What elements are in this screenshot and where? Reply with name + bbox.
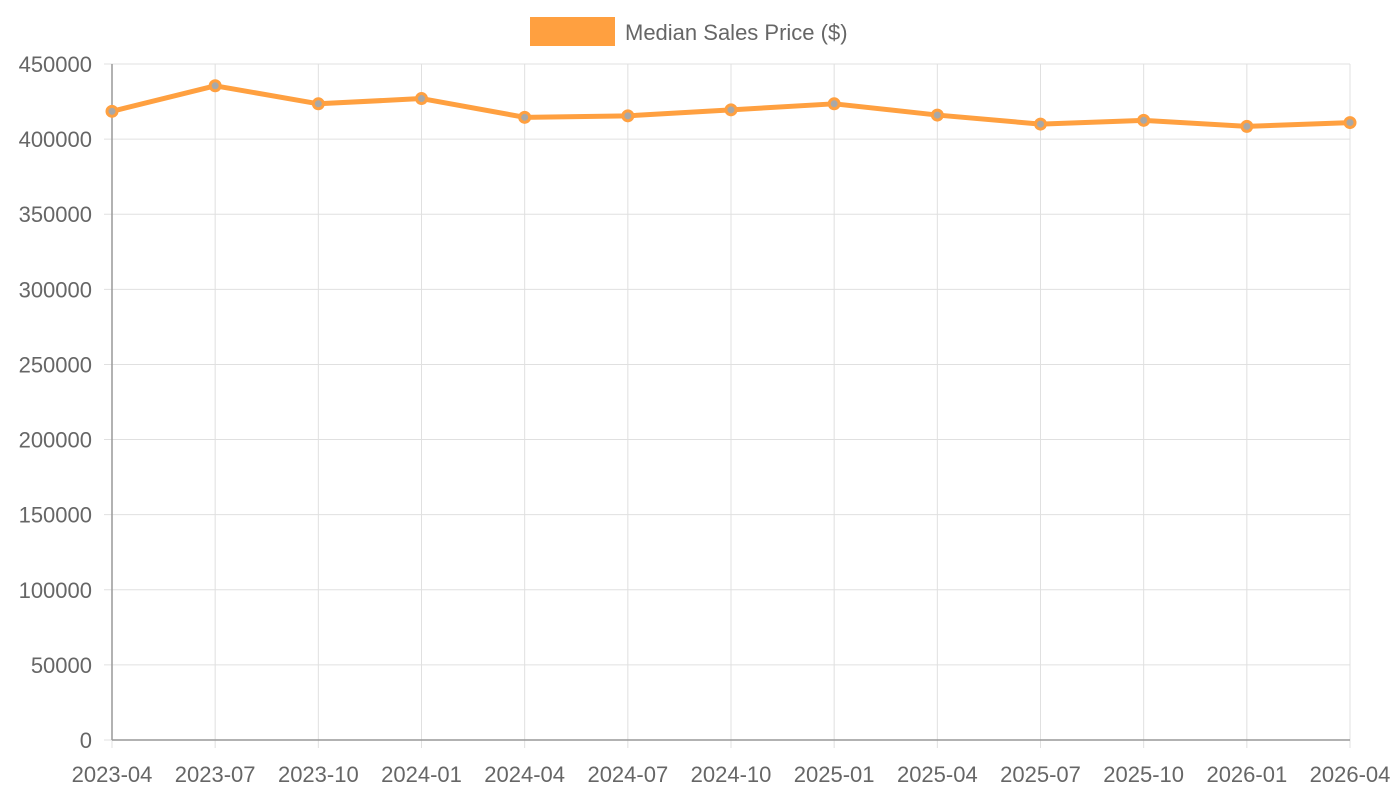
- y-tick-label: 400000: [19, 127, 92, 152]
- x-tick-label: 2023-04: [72, 762, 153, 787]
- y-tick-label: 350000: [19, 202, 92, 227]
- axes: [111, 64, 1350, 741]
- x-tick-label: 2023-07: [175, 762, 256, 787]
- y-tick-label: 50000: [31, 653, 92, 678]
- data-point[interactable]: [621, 109, 635, 123]
- y-tick-label: 200000: [19, 428, 92, 453]
- data-point[interactable]: [930, 108, 944, 122]
- data-point[interactable]: [1137, 113, 1151, 127]
- data-point[interactable]: [105, 104, 119, 118]
- grid: [104, 63, 1351, 748]
- series: [105, 79, 1357, 133]
- x-tick-label: 2025-07: [1000, 762, 1081, 787]
- legend-swatch: [530, 17, 615, 46]
- legend-label: Median Sales Price ($): [625, 20, 848, 45]
- data-point[interactable]: [208, 79, 222, 93]
- data-point[interactable]: [1343, 116, 1357, 130]
- x-tick-label: 2025-04: [897, 762, 978, 787]
- y-tick-label: 150000: [19, 503, 92, 528]
- y-tick-label: 300000: [19, 277, 92, 302]
- x-tick-label: 2024-10: [691, 762, 772, 787]
- data-point[interactable]: [518, 110, 532, 124]
- y-tick-label: 0: [80, 728, 92, 753]
- y-tick-label: 250000: [19, 352, 92, 377]
- data-point[interactable]: [1240, 119, 1254, 133]
- x-tick-label: 2025-01: [794, 762, 875, 787]
- data-point[interactable]: [415, 92, 428, 106]
- x-tick-label: 2026-01: [1206, 762, 1287, 787]
- data-point[interactable]: [724, 103, 738, 117]
- legend: Median Sales Price ($): [530, 17, 848, 46]
- data-point[interactable]: [827, 97, 841, 111]
- x-tick-label: 2024-01: [381, 762, 462, 787]
- y-tick-label: 450000: [19, 52, 92, 77]
- x-tick-label: 2025-10: [1103, 762, 1184, 787]
- x-tick-label: 2024-04: [484, 762, 565, 787]
- tick-labels: 0 50000 100000 150000 200000 250000 300000 3500…: [19, 52, 1391, 787]
- x-tick-label: 2024-07: [587, 762, 668, 787]
- x-tick-label: 2023-10: [278, 762, 359, 787]
- y-tick-label: 100000: [19, 578, 92, 603]
- data-point[interactable]: [311, 97, 325, 111]
- data-point[interactable]: [1034, 117, 1047, 131]
- x-tick-label: 2026-04: [1310, 762, 1391, 787]
